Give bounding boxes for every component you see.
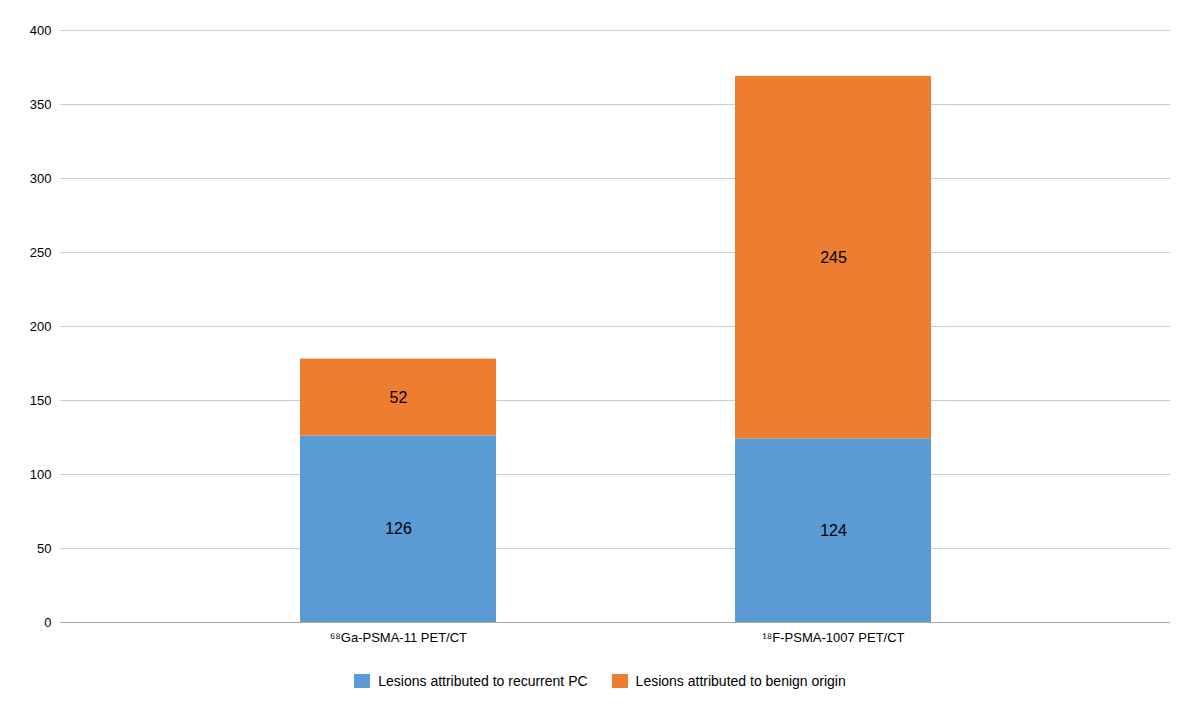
svg-text:300: 300 <box>30 171 52 186</box>
svg-text:245: 245 <box>820 249 847 266</box>
svg-text:350: 350 <box>30 97 52 112</box>
svg-text:100: 100 <box>30 467 52 482</box>
svg-text:⁶⁸Ga-PSMA-11 PET/CT: ⁶⁸Ga-PSMA-11 PET/CT <box>330 630 467 645</box>
svg-text:250: 250 <box>30 245 52 260</box>
html-text:Lesions attributed to benign o: Lesions attributed to benign origin <box>635 673 846 689</box>
svg-text:200: 200 <box>30 319 52 334</box>
svg-text:0: 0 <box>44 615 51 630</box>
svg-text:126: 126 <box>385 520 412 537</box>
svg-text:50: 50 <box>37 541 51 556</box>
svg-text:400: 400 <box>30 23 52 38</box>
svg-text:¹⁸F-PSMA-1007 PET/CT: ¹⁸F-PSMA-1007 PET/CT <box>762 630 904 645</box>
html-text:Lesions attributed to recurren: Lesions attributed to recurrent PC <box>378 673 588 689</box>
svg-text:150: 150 <box>30 393 52 408</box>
svg-text:52: 52 <box>390 389 408 406</box>
svg-text:124: 124 <box>820 522 847 539</box>
